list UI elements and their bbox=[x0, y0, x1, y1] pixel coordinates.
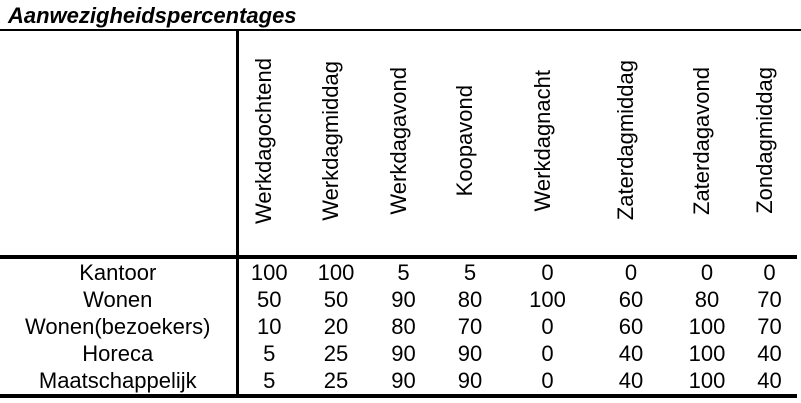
title-underline bbox=[0, 29, 801, 31]
table-cell: 25 bbox=[323, 340, 349, 366]
table-row-wonen: Wonen 50 50 90 80 100 60 80 70 bbox=[0, 286, 797, 313]
table-cell: 90 bbox=[457, 340, 483, 366]
table-cell: 40 bbox=[757, 340, 782, 366]
table-cell: 10 bbox=[257, 313, 282, 339]
table-cell: 25 bbox=[300, 367, 372, 398]
table-cell: 5 bbox=[263, 340, 276, 366]
column-header-label: Zaterdagavond bbox=[689, 66, 714, 215]
table-cell: 0 bbox=[505, 367, 590, 398]
table-cell: 40 bbox=[618, 340, 644, 366]
column-header-label: Zondagmiddag bbox=[751, 67, 777, 214]
table-cell: 5 bbox=[397, 259, 410, 285]
table-cell: 100 bbox=[250, 259, 288, 285]
table-cell: 100 bbox=[529, 286, 566, 312]
table-cell: 100 bbox=[317, 259, 355, 285]
corner-cell bbox=[0, 31, 239, 259]
table-row-maatschappelijk: Maatschappelijk 5 25 90 90 0 40 100 40 bbox=[0, 367, 797, 398]
column-header-werkdagochtend: Werkdagochtend bbox=[237, 31, 300, 259]
table-cell: 100 bbox=[688, 340, 726, 366]
table-cell: 100 bbox=[688, 313, 726, 339]
column-header-werkdagnacht: Werkdagnacht bbox=[505, 31, 590, 259]
table-cell: 90 bbox=[391, 286, 416, 312]
table-cell: 70 bbox=[757, 286, 782, 312]
column-header-zaterdagavond: Zaterdagavond bbox=[672, 31, 742, 259]
table-cell: 40 bbox=[590, 367, 672, 398]
table-cell: 5 bbox=[237, 367, 300, 398]
table-cell: 60 bbox=[618, 286, 644, 312]
column-header-label: Zaterdagmiddag bbox=[613, 60, 638, 221]
table-cell: 80 bbox=[457, 286, 483, 312]
table-cell: 70 bbox=[757, 313, 782, 339]
header-row: Werkdagochtend Werkdagmiddag Werkdagavon… bbox=[0, 31, 797, 259]
row-label-kantoor: Kantoor bbox=[0, 257, 239, 286]
table-cell: 0 bbox=[541, 313, 554, 339]
column-header-koopavond: Koopavond bbox=[435, 31, 505, 259]
column-header-label: Werkdagnacht bbox=[529, 69, 555, 212]
table-cell: 0 bbox=[541, 259, 554, 285]
attendance-table: Werkdagochtend Werkdagmiddag Werkdagavon… bbox=[0, 31, 797, 398]
table-cell: 90 bbox=[372, 367, 435, 398]
table-cell: 5 bbox=[463, 259, 477, 285]
table-cell: 40 bbox=[742, 367, 797, 398]
page-title: Aanwezigheidspercentages bbox=[8, 3, 297, 28]
table-row-kantoor: Kantoor 100 100 5 5 0 0 0 0 bbox=[0, 257, 797, 286]
table-cell: 20 bbox=[323, 313, 349, 339]
table-cell: 0 bbox=[624, 259, 638, 285]
column-header-label: Koopavond bbox=[452, 84, 477, 197]
table-cell: 0 bbox=[763, 259, 776, 285]
table-row-horeca: Horeca 5 25 90 90 0 40 100 40 bbox=[0, 340, 797, 367]
row-label-horeca: Horeca bbox=[0, 340, 239, 367]
table-cell: 0 bbox=[700, 259, 714, 285]
table-cell: 50 bbox=[323, 286, 349, 312]
table-row-wonen-bezoekers: Wonen(bezoekers) 10 20 80 70 0 60 100 70 bbox=[0, 313, 797, 340]
column-header-label: Werkdagavond bbox=[385, 66, 411, 215]
column-header-label: Werkdagmiddag bbox=[318, 60, 343, 221]
row-label-maatschappelijk: Maatschappelijk bbox=[0, 367, 239, 398]
column-header-zondagmiddag: Zondagmiddag bbox=[742, 31, 797, 259]
column-header-zaterdagmiddag: Zaterdagmiddag bbox=[590, 31, 672, 259]
table-cell: 90 bbox=[435, 367, 505, 398]
column-header-werkdagmiddag: Werkdagmiddag bbox=[300, 31, 372, 259]
table-cell: 80 bbox=[694, 286, 720, 312]
table-cell: 90 bbox=[391, 340, 416, 366]
row-label-wonen-bezoekers: Wonen(bezoekers) bbox=[0, 313, 239, 340]
table-cell: 50 bbox=[257, 286, 282, 312]
table-cell: 60 bbox=[618, 313, 644, 339]
column-header-werkdagavond: Werkdagavond bbox=[372, 31, 435, 259]
table-cell: 70 bbox=[457, 313, 483, 339]
table-cell: 80 bbox=[391, 313, 416, 339]
column-header-label: Werkdagochtend bbox=[251, 57, 277, 224]
table-cell: 100 bbox=[672, 367, 742, 398]
table-cell: 0 bbox=[541, 340, 554, 366]
row-label-wonen: Wonen bbox=[0, 286, 239, 313]
